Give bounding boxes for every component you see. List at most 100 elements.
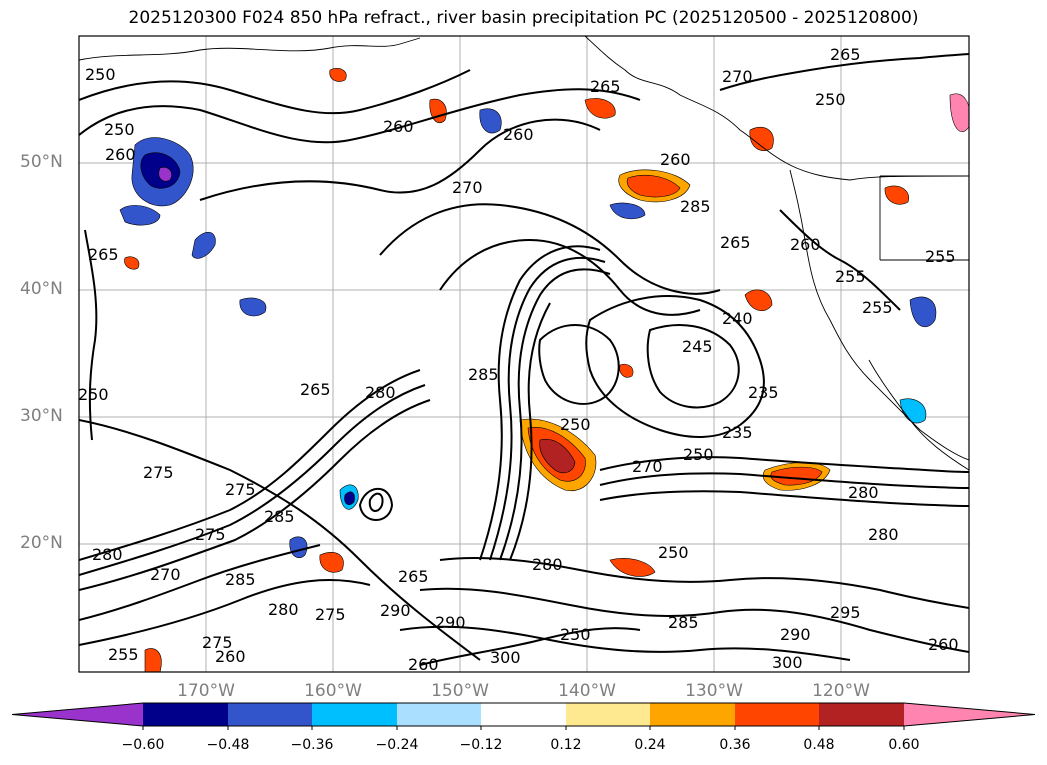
colorbar-segment (819, 703, 904, 726)
colorbar-tick: 0.24 (634, 737, 666, 753)
contour-label: 250 (560, 415, 591, 434)
contour-label: 275 (202, 633, 233, 652)
contour-label: 275 (315, 605, 346, 624)
coastline (79, 37, 421, 61)
contour-label: 280 (268, 600, 299, 619)
contour-label: 270 (722, 67, 753, 86)
colorbar-segment (397, 703, 481, 726)
precip-blob-positive (319, 551, 344, 573)
contour-line (479, 245, 601, 561)
precip-blob-positive (329, 68, 347, 82)
contour-label: 290 (380, 601, 411, 620)
colorbar-tick: −0.36 (290, 737, 334, 753)
contour-label: 235 (748, 383, 779, 402)
contour-line (79, 384, 426, 576)
precip-blob-positive (539, 438, 576, 474)
contour-line (79, 544, 321, 621)
precip-blob-positive (124, 256, 140, 270)
lon-label: 160°W (304, 681, 362, 701)
precip-blob-positive (744, 289, 773, 312)
precip-blob-positive (626, 175, 681, 198)
contour-line (599, 456, 969, 473)
colorbar-segment (143, 703, 228, 726)
colorbar-segment (566, 703, 650, 726)
contour-label: 280 (92, 545, 123, 564)
contour-label: 285 (225, 570, 256, 589)
colorbar-extend-min (12, 703, 143, 726)
colorbar-tick: 0.36 (719, 737, 751, 753)
contour-line (79, 88, 641, 144)
contour-label: 265 (590, 77, 621, 96)
contour-label: 300 (490, 648, 521, 667)
precip-blob-positive (144, 648, 162, 672)
contour-label: 250 (815, 90, 846, 109)
precip-blob-negative (158, 167, 172, 182)
colorbar-segment (735, 703, 819, 726)
precip-blob-negative (479, 108, 502, 134)
contour-line (419, 587, 969, 653)
contour-line (84, 229, 98, 441)
contour-label: 285 (680, 197, 711, 216)
colorbar-tick: −0.12 (459, 737, 503, 753)
contour-label: 240 (722, 309, 753, 328)
contour-line (399, 625, 851, 661)
precip-blob-negative (344, 491, 355, 505)
contour-label: 275 (225, 480, 256, 499)
colorbar-tick: −0.48 (206, 737, 250, 753)
contour-label: 280 (365, 383, 396, 402)
contour-line (368, 492, 384, 512)
contour-line (599, 472, 969, 489)
contour-label: 285 (468, 365, 499, 384)
precip-blob-negative (239, 297, 267, 317)
contour-label: 290 (435, 613, 466, 632)
contour-label: 260 (383, 117, 414, 136)
contour-label: 280 (532, 555, 563, 574)
contour-line (779, 209, 901, 311)
contour-line (439, 557, 969, 609)
contour-label: 300 (772, 653, 803, 672)
colorbar-tick: 0.48 (803, 737, 835, 753)
precip-blob-positive (609, 558, 656, 577)
contour-line (439, 238, 701, 316)
colorbar-segment (228, 703, 312, 726)
colorbar-segment (481, 703, 566, 726)
precip-blob-positive (884, 185, 909, 205)
contour-line (719, 53, 969, 91)
contour-label: 265 (830, 45, 861, 64)
contour-label: 295 (830, 603, 861, 622)
contour-label: 235 (722, 423, 753, 442)
contour-label: 250 (560, 625, 591, 644)
contour-label: 260 (503, 125, 534, 144)
precip-blob-positive (584, 98, 616, 119)
precip-blob-positive (770, 466, 823, 486)
map-panel: 250 250 260 265 250 260 270 265 260 265 … (78, 35, 970, 673)
contour-line (509, 302, 551, 561)
contour-label: 265 (300, 380, 331, 399)
contour-label: 270 (632, 457, 663, 476)
contour-label: 255 (862, 298, 893, 317)
precip-blob-negative (909, 296, 937, 328)
lat-label: 40°N (20, 279, 63, 299)
contour-label: 265 (88, 245, 119, 264)
lon-label: 170°W (177, 681, 235, 701)
contour-line (489, 256, 606, 561)
coastline (879, 175, 969, 261)
contour-label: 280 (868, 525, 899, 544)
lat-label: 20°N (20, 533, 63, 553)
contour-label: 275 (195, 525, 226, 544)
lat-label: 50°N (20, 152, 63, 172)
contour-line (499, 268, 611, 561)
contour-labels: 250 250 260 265 250 260 270 265 260 265 … (79, 45, 959, 672)
contour-line (79, 399, 431, 591)
precip-blob-positive (949, 93, 969, 132)
precip-blob-negative (609, 202, 646, 220)
refractivity-contours (79, 53, 969, 666)
contour-line (379, 203, 721, 295)
contour-line (79, 369, 421, 561)
contour-label: 270 (452, 178, 483, 197)
precip-blob-positive (619, 363, 634, 378)
contour-line (646, 324, 740, 409)
contour-label: 265 (720, 233, 751, 252)
contour-label: 270 (150, 565, 181, 584)
colorbar-extend-max (904, 703, 1035, 726)
